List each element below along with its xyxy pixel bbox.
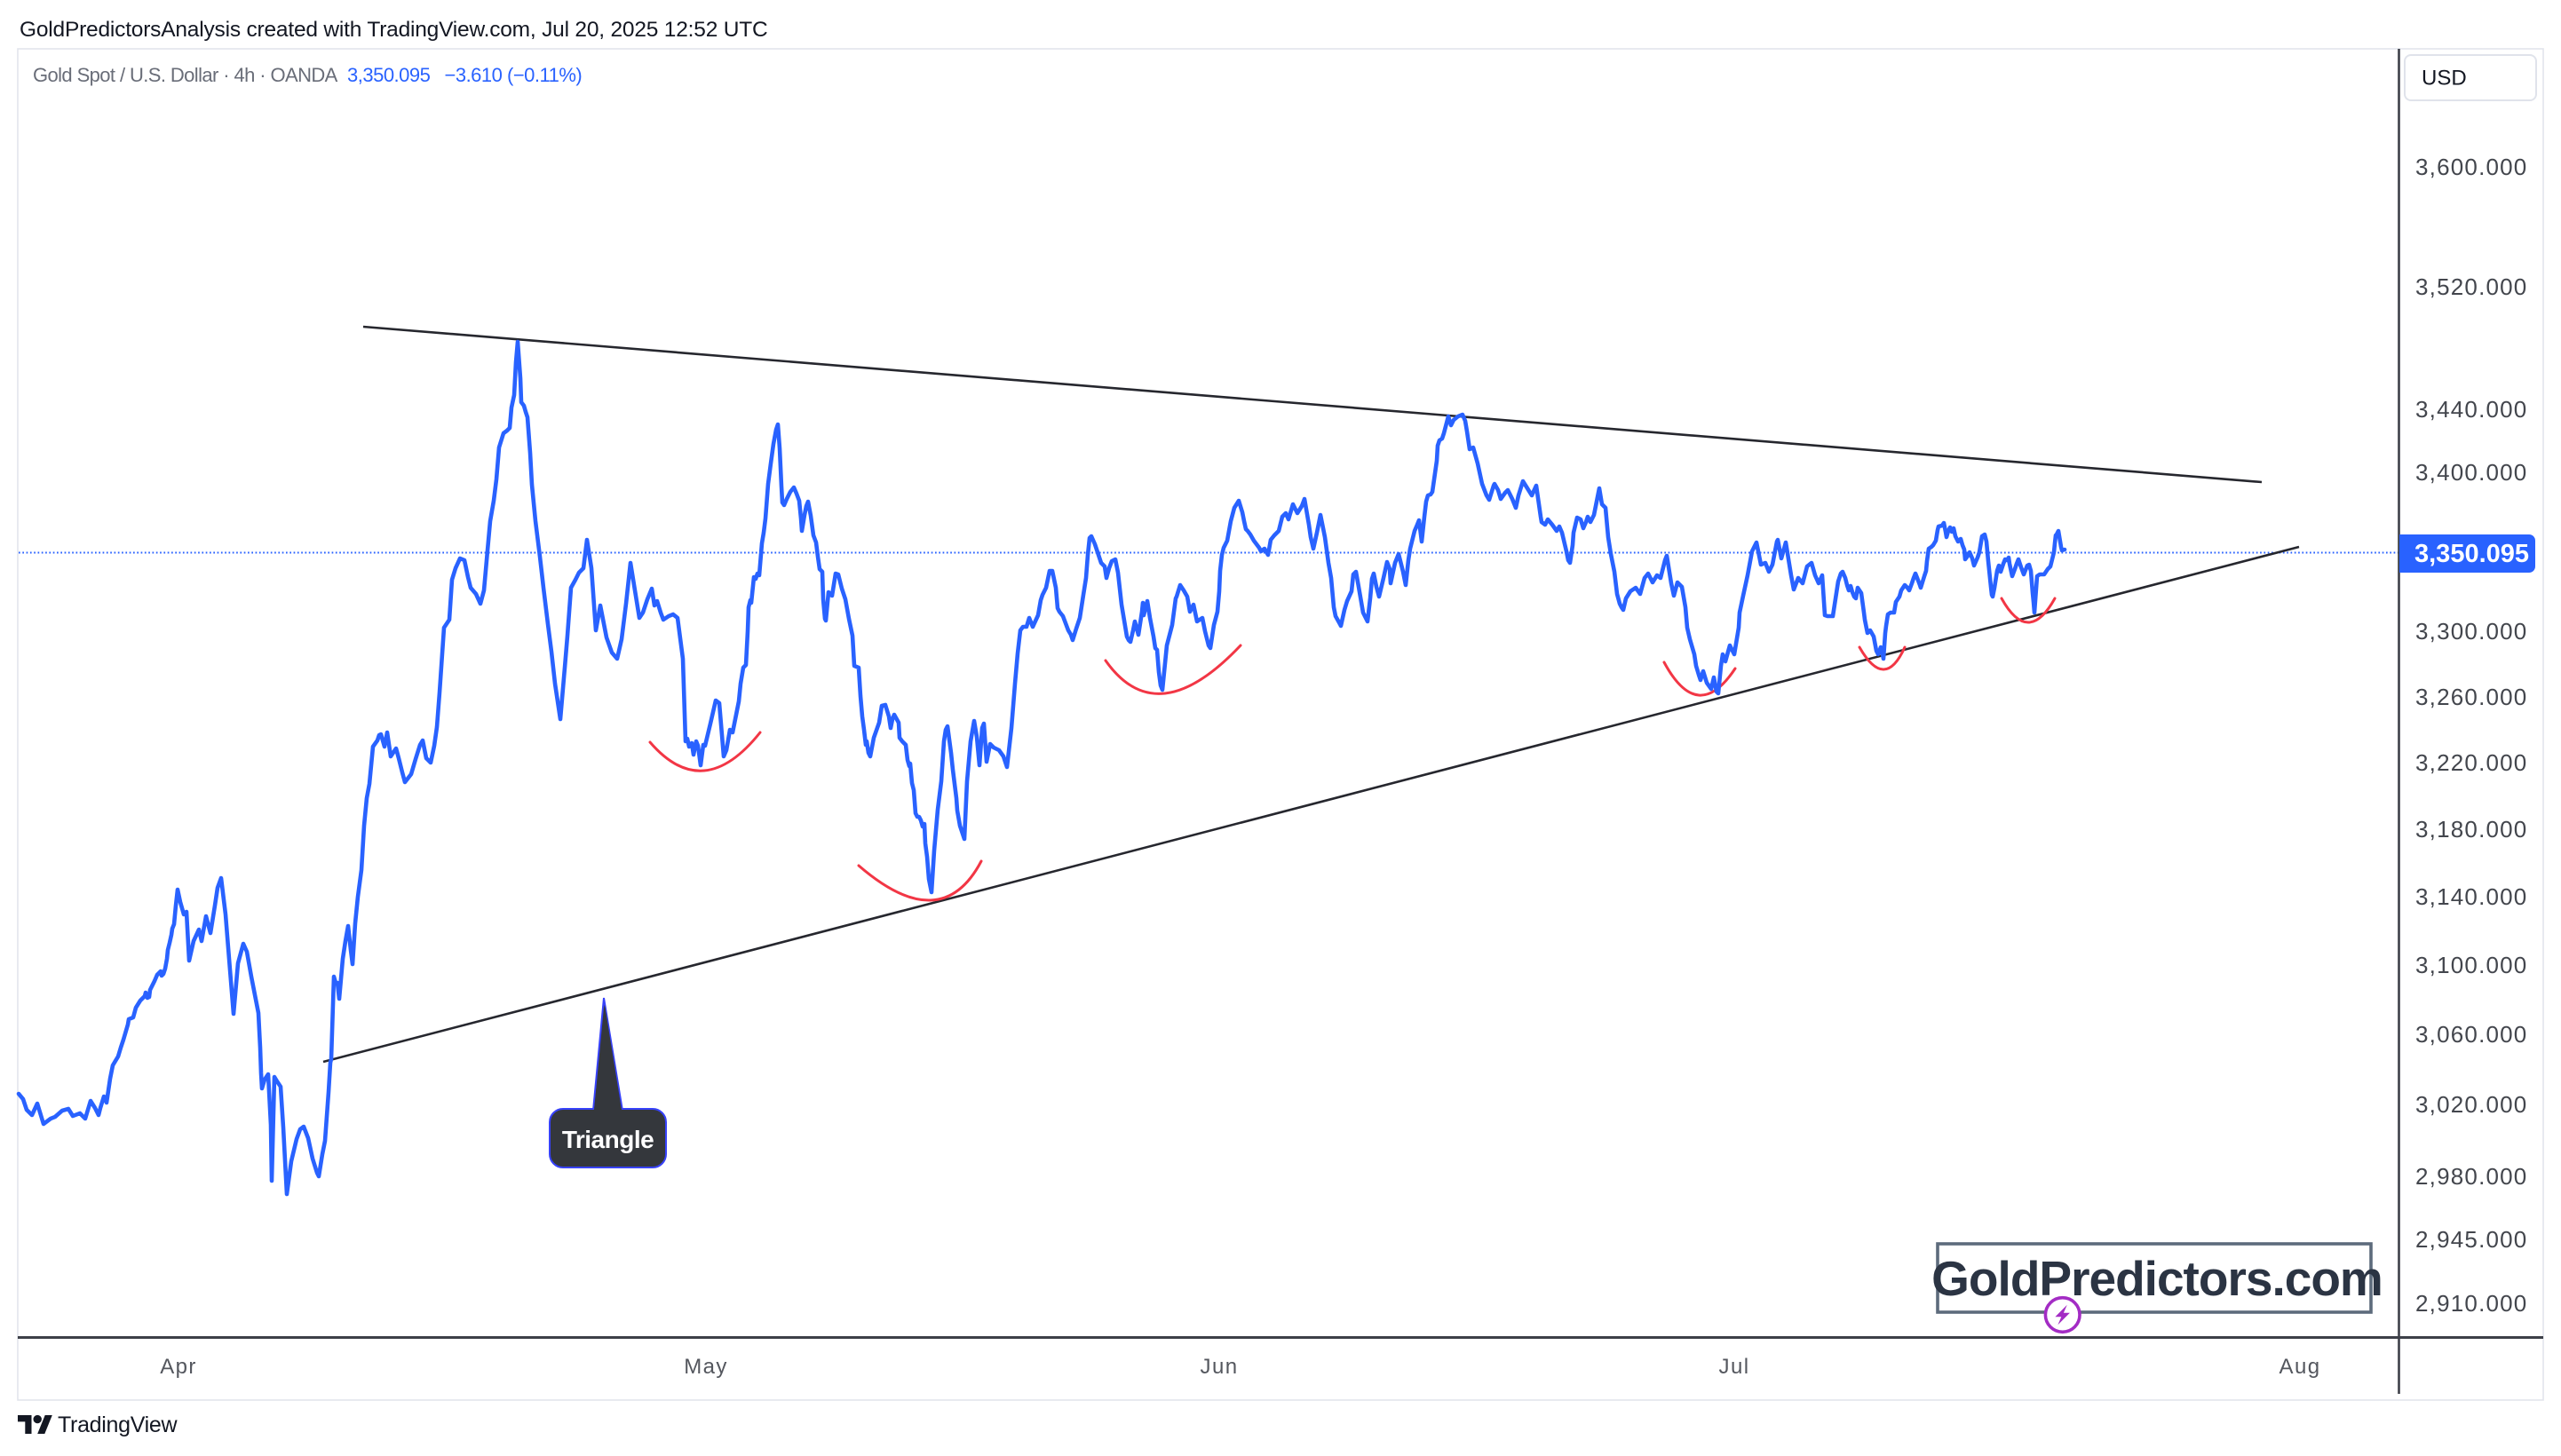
svg-text:Gold Spot / U.S. Dollar · 4h ·: Gold Spot / U.S. Dollar · 4h · OANDA [33, 64, 338, 86]
svg-text:GoldPredictors.com: GoldPredictors.com [1931, 1251, 2383, 1306]
svg-text:2,910.000: 2,910.000 [2415, 1290, 2527, 1317]
svg-text:3,350.095 −3.610 (−0.11%): 3,350.095 −3.610 (−0.11%) [347, 64, 582, 86]
svg-text:3,520.000: 3,520.000 [2415, 273, 2527, 300]
svg-text:May: May [684, 1355, 728, 1379]
svg-text:3,020.000: 3,020.000 [2415, 1091, 2527, 1118]
svg-text:3,350.095: 3,350.095 [2414, 540, 2529, 568]
svg-text:3,220.000: 3,220.000 [2415, 749, 2527, 776]
svg-text:3,300.000: 3,300.000 [2415, 618, 2527, 645]
svg-text:Jul: Jul [1719, 1355, 1750, 1379]
svg-text:3,600.000: 3,600.000 [2415, 154, 2527, 180]
svg-text:2,980.000: 2,980.000 [2415, 1163, 2527, 1190]
svg-text:3,400.000: 3,400.000 [2415, 459, 2527, 486]
svg-text:3,100.000: 3,100.000 [2415, 952, 2527, 978]
svg-text:GoldPredictorsAnalysis created: GoldPredictorsAnalysis created with Trad… [20, 18, 767, 42]
svg-text:3,260.000: 3,260.000 [2415, 684, 2527, 710]
svg-text:3,180.000: 3,180.000 [2415, 816, 2527, 843]
svg-text:2,945.000: 2,945.000 [2415, 1226, 2527, 1253]
svg-text:Apr: Apr [160, 1355, 197, 1379]
svg-text:3,140.000: 3,140.000 [2415, 883, 2527, 910]
svg-text:TradingView: TradingView [58, 1412, 178, 1437]
svg-text:3,440.000: 3,440.000 [2415, 396, 2527, 423]
svg-text:Triangle: Triangle [562, 1126, 654, 1153]
svg-text:USD: USD [2422, 67, 2467, 91]
svg-text:3,060.000: 3,060.000 [2415, 1021, 2527, 1048]
svg-text:Jun: Jun [1201, 1355, 1239, 1379]
svg-text:Aug: Aug [2280, 1355, 2321, 1379]
